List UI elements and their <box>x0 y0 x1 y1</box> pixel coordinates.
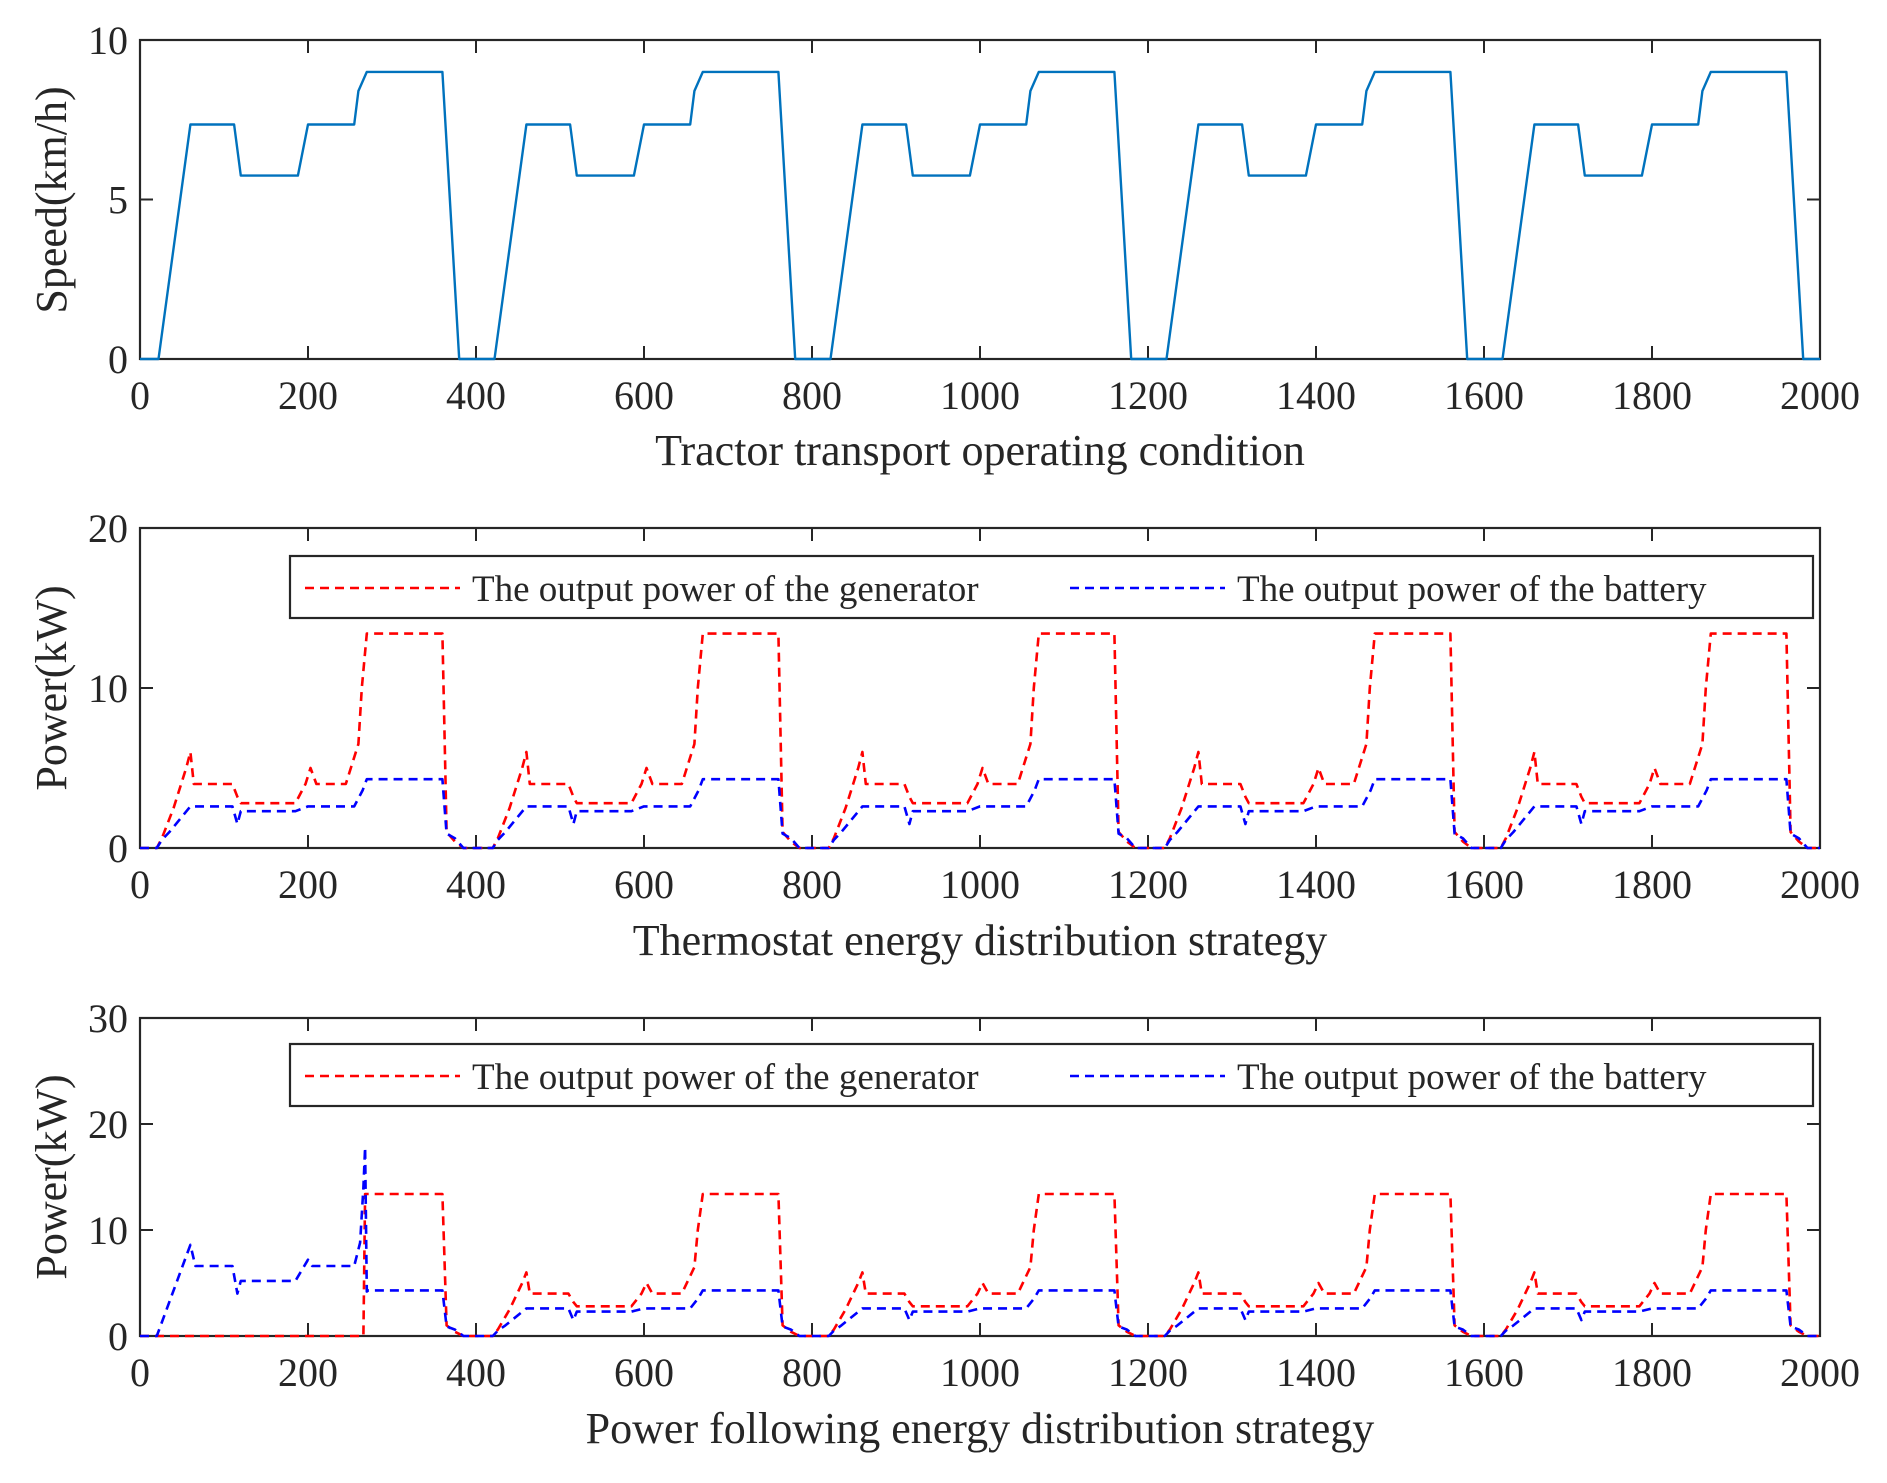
speed-y-tick-label: 10 <box>88 18 128 63</box>
power-following-tick-labels: 0 200 400 600 800 1000 1200 1400 1600 1800 2000 0 10… <box>88 996 1860 1395</box>
power-following-x-axis-label: Power following energy distribution stra… <box>586 1404 1375 1453</box>
thermostat-y-axis-label: Power(kW) <box>27 585 76 790</box>
thermostat-y-tick-label: 0 <box>108 826 128 871</box>
thermostat-x-tick-label: 1600 <box>1444 862 1524 907</box>
legend-box <box>288 1042 1815 1108</box>
power-following-series-the-output-power-of-the-generator <box>140 1192 1820 1338</box>
speed-panel: 0 200 400 600 800 1000 1200 1400 1600 1800 2000 0 5 1… <box>27 18 1860 475</box>
power-following-x-tick-label: 400 <box>446 1350 506 1395</box>
speed-y-axis-label: Speed(km/h) <box>27 86 76 313</box>
thermostat-panel: 0 200 400 600 800 1000 1200 1400 1600 1800 2000 0 10… <box>27 506 1860 965</box>
speed-x-tick-label: 1400 <box>1276 373 1356 418</box>
speed-x-tick-label: 1600 <box>1444 373 1524 418</box>
speed-x-tick-label: 600 <box>614 373 674 418</box>
speed-y-tick-label: 0 <box>108 337 128 382</box>
power-following-x-tick-label: 2000 <box>1780 1350 1860 1395</box>
speed-x-tick-label: 200 <box>278 373 338 418</box>
power-following-series <box>140 1146 1820 1338</box>
speed-x-tick-label: 800 <box>782 373 842 418</box>
power-following-x-tick-label: 600 <box>614 1350 674 1395</box>
thermostat-y-tick-label: 10 <box>88 666 128 711</box>
power-following-x-tick-label: 1400 <box>1276 1350 1356 1395</box>
legend-box <box>288 554 1815 620</box>
thermostat-series-the-output-power-of-the-generator <box>140 632 1820 850</box>
power-following-x-tick-label: 1600 <box>1444 1350 1524 1395</box>
speed-x-tick-label: 1800 <box>1612 373 1692 418</box>
thermostat-x-tick-label: 800 <box>782 862 842 907</box>
thermostat-x-tick-label: 1200 <box>1108 862 1188 907</box>
power-following-x-tick-label: 1000 <box>940 1350 1020 1395</box>
speed-axis-ticks <box>139 39 1821 360</box>
thermostat-x-tick-label: 1000 <box>940 862 1020 907</box>
thermostat-x-tick-label: 0 <box>130 862 150 907</box>
thermostat-legend: The output power of the generator The ou… <box>288 554 1815 620</box>
legend-battery-label: The output power of the battery <box>1237 1057 1707 1098</box>
power-following-y-axis-label: Power(kW) <box>27 1074 76 1279</box>
thermostat-y-tick-label: 20 <box>88 506 128 551</box>
speed-series-speed <box>140 70 1820 361</box>
thermostat-series <box>140 632 1820 850</box>
power-following-panel: 0 200 400 600 800 1000 1200 1400 1600 1800 2000 0 10… <box>27 996 1860 1453</box>
legend-generator-label: The output power of the generator <box>472 1057 979 1098</box>
power-following-y-tick-label: 10 <box>88 1208 128 1253</box>
thermostat-x-tick-label: 200 <box>278 862 338 907</box>
thermostat-tick-labels: 0 200 400 600 800 1000 1200 1400 1600 1800 2000 0 10… <box>88 506 1860 907</box>
legend-generator-label: The output power of the generator <box>472 569 979 610</box>
speed-plot-area <box>138 38 1822 361</box>
power-following-y-tick-label: 30 <box>88 996 128 1041</box>
speed-series <box>140 70 1820 361</box>
speed-x-axis-label: Tractor transport operating condition <box>655 426 1305 475</box>
power-following-axis-ticks <box>139 1017 1821 1337</box>
speed-x-tick-label: 1200 <box>1108 373 1188 418</box>
power-following-x-tick-label: 0 <box>130 1350 150 1395</box>
thermostat-x-tick-label: 1400 <box>1276 862 1356 907</box>
power-following-y-tick-label: 0 <box>108 1314 128 1359</box>
power-following-series-the-output-power-of-the-battery <box>140 1146 1820 1338</box>
speed-tick-labels: 0 200 400 600 800 1000 1200 1400 1600 1800 2000 0 5 1… <box>88 18 1860 418</box>
speed-x-tick-label: 400 <box>446 373 506 418</box>
power-following-legend: The output power of the generator The ou… <box>288 1042 1815 1108</box>
legend-battery-label: The output power of the battery <box>1237 569 1707 610</box>
thermostat-x-tick-label: 1800 <box>1612 862 1692 907</box>
power-following-x-tick-label: 1800 <box>1612 1350 1692 1395</box>
thermostat-x-tick-label: 400 <box>446 862 506 907</box>
speed-x-tick-label: 2000 <box>1780 373 1860 418</box>
power-following-x-tick-label: 800 <box>782 1350 842 1395</box>
thermostat-x-tick-label: 2000 <box>1780 862 1860 907</box>
speed-x-tick-label: 1000 <box>940 373 1020 418</box>
speed-x-tick-label: 0 <box>130 373 150 418</box>
power-following-y-tick-label: 20 <box>88 1102 128 1147</box>
thermostat-x-tick-label: 600 <box>614 862 674 907</box>
power-following-x-tick-label: 1200 <box>1108 1350 1188 1395</box>
speed-y-tick-label: 5 <box>108 178 128 223</box>
thermostat-x-axis-label: Thermostat energy distribution strategy <box>633 916 1327 965</box>
thermostat-series-the-output-power-of-the-battery <box>140 777 1820 850</box>
power-following-x-tick-label: 200 <box>278 1350 338 1395</box>
thermostat-axis-ticks <box>139 527 1821 849</box>
